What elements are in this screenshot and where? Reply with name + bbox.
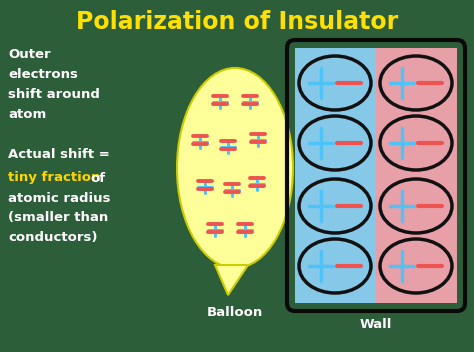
Polygon shape bbox=[215, 265, 248, 295]
Text: Wall: Wall bbox=[360, 318, 392, 331]
Text: Polarization of Insulator: Polarization of Insulator bbox=[76, 10, 398, 34]
Text: (smaller than: (smaller than bbox=[8, 212, 108, 225]
Text: shift around: shift around bbox=[8, 88, 100, 101]
Ellipse shape bbox=[177, 68, 293, 268]
Text: Actual shift =: Actual shift = bbox=[8, 149, 110, 162]
Text: atom: atom bbox=[8, 108, 46, 121]
Text: electrons: electrons bbox=[8, 69, 78, 82]
Text: tiny fraction: tiny fraction bbox=[8, 171, 100, 184]
Polygon shape bbox=[295, 48, 376, 303]
Text: atomic radius: atomic radius bbox=[8, 191, 110, 205]
Polygon shape bbox=[376, 48, 457, 303]
Text: conductors): conductors) bbox=[8, 232, 98, 245]
Text: of: of bbox=[90, 171, 105, 184]
Text: Outer: Outer bbox=[8, 49, 51, 62]
Text: Balloon: Balloon bbox=[207, 307, 263, 320]
